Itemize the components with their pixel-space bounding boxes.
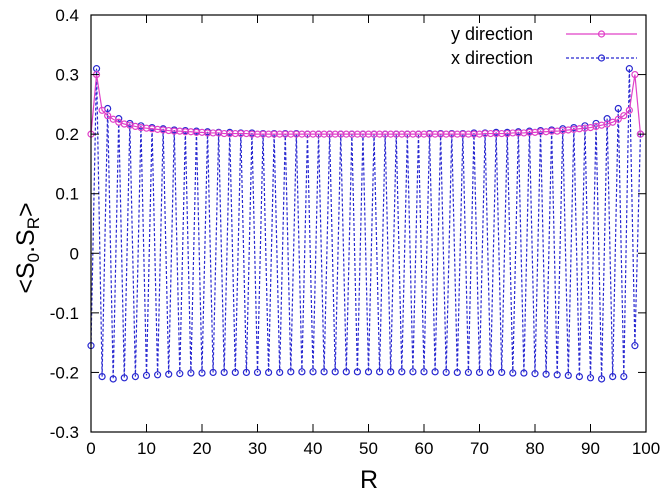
- x-axis-title: R: [360, 466, 378, 493]
- data-point-x-direction: [387, 368, 395, 376]
- data-point-x-direction: [154, 371, 162, 379]
- y-axis-title-sub2: R: [24, 217, 43, 229]
- y-axis-title-sub1: 0: [24, 253, 43, 262]
- y-axis-title-gt: >: [12, 202, 40, 217]
- legend-marker-y-direction: [597, 30, 606, 38]
- y-tick-label: -0.2: [50, 363, 79, 382]
- y-axis-title-lt: <: [12, 279, 40, 294]
- data-point-x-direction: [309, 368, 317, 376]
- y-tick-label: 0: [70, 244, 79, 263]
- data-point-x-direction: [276, 368, 284, 377]
- data-point-x-direction: [353, 368, 361, 376]
- plot-area: [87, 65, 645, 383]
- data-point-x-direction: [364, 368, 373, 376]
- x-tick-label: 30: [248, 439, 267, 458]
- data-point-x-direction: [120, 374, 128, 382]
- y-tick-label: 0.4: [55, 6, 79, 25]
- x-tick-label: 100: [632, 439, 660, 458]
- data-point-y-direction: [98, 106, 106, 114]
- legend: y direction x direction: [451, 24, 637, 68]
- data-point-x-direction: [586, 374, 595, 382]
- y-axis-title-dot: .: [12, 246, 40, 253]
- data-point-x-direction: [420, 368, 428, 376]
- data-point-x-direction: [614, 104, 622, 113]
- data-point-x-direction: [242, 368, 250, 377]
- data-point-x-direction: [531, 370, 539, 378]
- x-tick-label: 20: [193, 439, 212, 458]
- data-point-x-direction: [625, 65, 633, 73]
- data-point-x-direction: [575, 373, 584, 381]
- data-point-x-direction: [265, 368, 273, 377]
- data-point-y-direction: [109, 115, 117, 123]
- x-tick-label: 80: [526, 439, 545, 458]
- data-point-x-direction: [209, 368, 217, 377]
- data-point-x-direction: [620, 373, 628, 381]
- data-point-x-direction: [487, 368, 495, 377]
- data-point-x-direction: [198, 369, 206, 377]
- data-point-x-direction: [398, 368, 406, 376]
- data-point-y-direction: [625, 106, 633, 114]
- data-point-x-direction: [475, 368, 484, 377]
- data-point-x-direction: [603, 115, 611, 123]
- y-tick-label: 0.3: [55, 66, 79, 85]
- y-axis-title: <S0.SR>: [12, 202, 43, 293]
- y-axis-title-s1: S: [12, 262, 40, 279]
- data-point-x-direction: [231, 368, 239, 377]
- data-point-x-direction: [498, 368, 506, 377]
- data-point-x-direction: [431, 368, 439, 376]
- x-tick-label: 40: [304, 439, 323, 458]
- data-point-x-direction: [542, 370, 550, 378]
- x-tick-label: 0: [86, 439, 95, 458]
- data-point-y-direction: [104, 112, 112, 120]
- data-point-x-direction: [165, 370, 173, 378]
- data-point-x-direction: [509, 369, 517, 377]
- legend-marker-x-direction: [597, 54, 606, 62]
- data-point-x-direction: [187, 369, 195, 377]
- legend-label-x-direction: x direction: [451, 48, 533, 68]
- x-tick-label: 70: [470, 439, 489, 458]
- y-axis-title-s2: S: [12, 229, 40, 246]
- data-point-y-direction: [609, 118, 617, 126]
- data-point-x-direction: [442, 368, 450, 377]
- data-point-y-direction: [614, 115, 622, 123]
- x-tick-label: 60: [415, 439, 434, 458]
- series-line-x-direction: [90, 68, 642, 379]
- y-tick-label: 0.2: [55, 125, 79, 144]
- data-point-y-direction: [620, 112, 628, 120]
- data-point-x-direction: [287, 368, 295, 376]
- data-point-x-direction: [220, 368, 228, 377]
- data-point-x-direction: [253, 368, 262, 377]
- y-tick-label: -0.1: [50, 304, 79, 323]
- legend-label-y-direction: y direction: [451, 24, 533, 44]
- data-point-x-direction: [376, 368, 384, 376]
- x-tick-label: 50: [359, 439, 378, 458]
- data-point-x-direction: [131, 373, 139, 381]
- data-point-x-direction: [409, 368, 417, 376]
- data-point-x-direction: [597, 375, 606, 383]
- data-point-x-direction: [298, 368, 306, 376]
- data-point-x-direction: [609, 373, 617, 381]
- axes: 0 10 20 30 40 50 60 70 80 90 100 -0.3 -0.2 -0.1 0 0.1 0.…: [50, 6, 660, 458]
- data-point-x-direction: [98, 373, 106, 381]
- data-point-x-direction: [176, 370, 184, 378]
- x-tick-label: 90: [581, 439, 600, 458]
- data-point-x-direction: [564, 371, 572, 380]
- data-point-x-direction: [464, 368, 472, 377]
- data-point-x-direction: [520, 369, 528, 377]
- data-point-x-direction: [142, 371, 151, 380]
- data-point-y-direction: [631, 70, 639, 79]
- data-point-x-direction: [109, 375, 117, 383]
- data-point-x-direction: [553, 371, 561, 379]
- data-point-x-direction: [320, 368, 328, 376]
- data-point-x-direction: [342, 368, 350, 376]
- x-tick-label: 10: [137, 439, 156, 458]
- y-tick-label: -0.3: [50, 423, 79, 442]
- data-point-x-direction: [331, 368, 339, 376]
- data-point-x-direction: [453, 368, 461, 377]
- data-point-x-direction: [631, 342, 639, 350]
- y-tick-label: 0.1: [55, 185, 79, 204]
